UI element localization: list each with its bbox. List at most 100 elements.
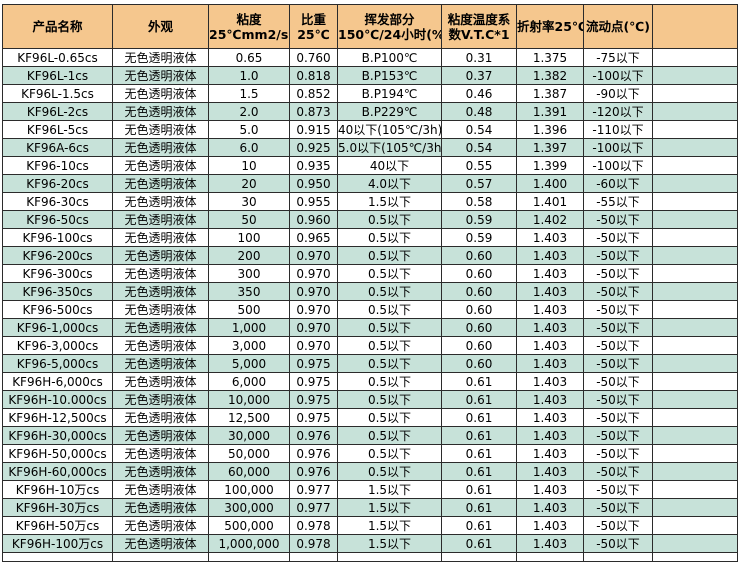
table-cell: 20 [208, 174, 290, 193]
table-cell: -50以下 [583, 210, 653, 229]
table-cell: 200 [208, 246, 290, 265]
table-row: KF96-350cs 无色透明液体 350 0.970 0.5以下 0.60 1.403 -5… [2, 282, 738, 301]
table-cell: 0.5以下 [337, 426, 442, 445]
table-cell: B.P153℃ [337, 66, 442, 85]
table-cell-empty [652, 480, 738, 499]
table-cell: 0.61 [441, 390, 517, 409]
table-cell: 无色透明液体 [112, 480, 209, 499]
table-cell: 无色透明液体 [112, 426, 209, 445]
table-cell-empty [652, 336, 738, 355]
table-cell-empty [652, 516, 738, 535]
table-cell-empty [583, 552, 653, 562]
header-empty [652, 4, 738, 49]
table-cell: 1.403 [516, 372, 584, 391]
table-cell: 5.0以下(105℃/3h) [337, 138, 442, 157]
table-cell: 0.975 [289, 408, 338, 427]
table-row: KF96-50cs 无色透明液体 50 0.960 0.5以下 0.59 1.402 -50以… [2, 210, 738, 229]
table-cell: 1.391 [516, 102, 584, 121]
header-product-name: 产品名称 [2, 4, 113, 49]
table-cell: 0.5以下 [337, 210, 442, 229]
table-row: KF96A-6cs 无色透明液体 6.0 0.925 5.0以下(105℃/3h) 0.5… [2, 138, 738, 157]
table-row: KF96H-50万cs 无色透明液体 500,000 0.978 1.5以下 0.61 1.… [2, 516, 738, 535]
header-label: 粘度温度系 [447, 11, 511, 27]
table-cell: KF96H-50万cs [2, 516, 113, 535]
header-sublabel: 25℃ [297, 26, 330, 42]
table-cell: 350 [208, 282, 290, 301]
table-cell-empty [652, 66, 738, 85]
table-cell-empty [652, 390, 738, 409]
table-cell: -100以下 [583, 66, 653, 85]
table-cell: 10,000 [208, 390, 290, 409]
table-cell: 0.5以下 [337, 390, 442, 409]
table-cell: 无色透明液体 [112, 336, 209, 355]
table-cell: -50以下 [583, 498, 653, 517]
table-row: KF96H-6,000cs 无色透明液体 6,000 0.975 0.5以下 0.61 1.… [2, 372, 738, 391]
header-label: 粘度 [236, 11, 262, 27]
table-cell: 0.760 [289, 48, 338, 67]
table-cell: B.P194℃ [337, 84, 442, 103]
table-cell-empty [208, 552, 290, 562]
table-cell: 1.5 [208, 84, 290, 103]
table-cell: 0.818 [289, 66, 338, 85]
table-cell: 0.975 [289, 372, 338, 391]
table-cell: 1.403 [516, 534, 584, 553]
table-cell: 0.976 [289, 462, 338, 481]
table-cell: 2.0 [208, 102, 290, 121]
table-cell: 无色透明液体 [112, 354, 209, 373]
table-cell: 1.403 [516, 426, 584, 445]
table-cell: 0.60 [441, 300, 517, 319]
table-cell-empty [652, 102, 738, 121]
table-cell: 0.61 [441, 426, 517, 445]
table-row: KF96-100cs 无色透明液体 100 0.965 0.5以下 0.59 1.403 -5… [2, 228, 738, 247]
table-cell: 5,000 [208, 354, 290, 373]
table-cell: 1.403 [516, 498, 584, 517]
table-cell: 1.403 [516, 408, 584, 427]
table-cell-empty [652, 156, 738, 175]
table-cell: KF96L-2cs [2, 102, 113, 121]
table-cell: 无色透明液体 [112, 444, 209, 463]
table-cell-empty [652, 426, 738, 445]
table-cell: 0.970 [289, 336, 338, 355]
header-pour-point: 流动点(℃) [583, 4, 653, 49]
table-cell: KF96-30cs [2, 192, 113, 211]
table-cell-empty [652, 354, 738, 373]
table-cell: 1.5以下 [337, 534, 442, 553]
table-cell: 50 [208, 210, 290, 229]
table-cell-empty [652, 300, 738, 319]
table-cell: 1.403 [516, 318, 584, 337]
table-row: KF96-20cs 无色透明液体 20 0.950 4.0以下 0.57 1.400 -60以… [2, 174, 738, 193]
table-cell-empty [652, 264, 738, 283]
table-cell: 1.399 [516, 156, 584, 175]
table-cell: 10 [208, 156, 290, 175]
product-spec-sheet: 产品名称 外观 粘度 25℃mm2/s※ 比重 25℃ 挥发部分 150℃/24… [2, 4, 738, 562]
header-label: 外观 [147, 19, 173, 34]
table-cell: 无色透明液体 [112, 174, 209, 193]
table-cell: 5.0 [208, 120, 290, 139]
table-cell: -75以下 [583, 48, 653, 67]
table-cell: B.P229℃ [337, 102, 442, 121]
table-cell: 无色透明液体 [112, 48, 209, 67]
table-cell-empty [441, 552, 517, 562]
table-body: KF96L-0.65cs 无色透明液体 0.65 0.760 B.P100℃ 0.31 1.… [2, 48, 738, 562]
table-cell: KF96-50cs [2, 210, 113, 229]
table-cell: 30 [208, 192, 290, 211]
table-cell: KF96-100cs [2, 228, 113, 247]
table-cell: -50以下 [583, 318, 653, 337]
table-cell: 0.5以下 [337, 228, 442, 247]
table-cell: 6,000 [208, 372, 290, 391]
table-cell: -50以下 [583, 480, 653, 499]
table-cell: KF96-500cs [2, 300, 113, 319]
table-cell-empty [652, 408, 738, 427]
header-sublabel: 数V.T.C*1 [448, 26, 510, 42]
table-cell: 0.976 [289, 426, 338, 445]
table-cell: 0.978 [289, 534, 338, 553]
table-cell: 100,000 [208, 480, 290, 499]
table-cell: 无色透明液体 [112, 300, 209, 319]
table-row: KF96-3,000cs 无色透明液体 3,000 0.970 0.5以下 0.60 1.4… [2, 336, 738, 355]
table-cell: 300,000 [208, 498, 290, 517]
table-cell: KF96H-30万cs [2, 498, 113, 517]
header-sublabel: 150℃/24小时(%) [338, 26, 442, 42]
table-cell: KF96L-0.65cs [2, 48, 113, 67]
header-specific-gravity: 比重 25℃ [289, 4, 338, 49]
table-cell: 0.5以下 [337, 300, 442, 319]
